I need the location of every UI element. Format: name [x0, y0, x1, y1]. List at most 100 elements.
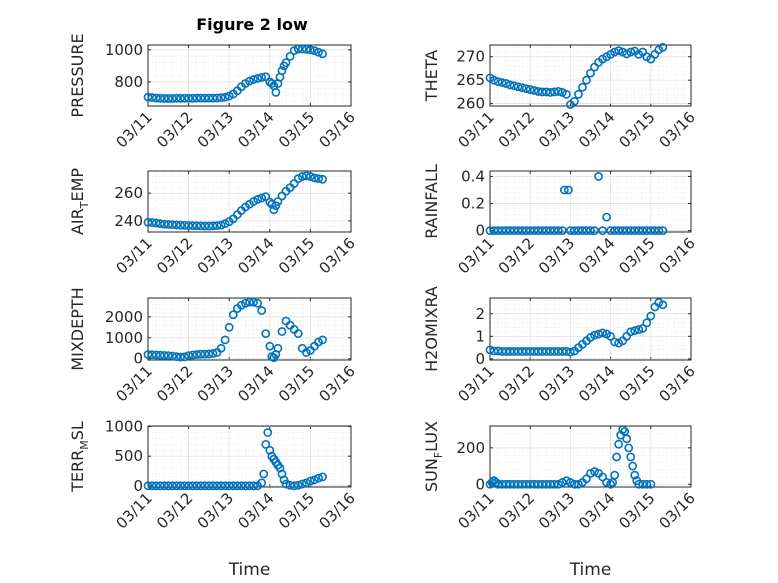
- y-axis-label: TERRMSL: [68, 421, 91, 493]
- data-point: [638, 479, 648, 489]
- data-point: [598, 328, 607, 338]
- x-tick-label: 03/16: [316, 362, 359, 405]
- data-point: [196, 93, 206, 103]
- data-point: [485, 226, 495, 236]
- y-axis-label: THETA: [422, 50, 441, 102]
- x-tick-label: 03/16: [656, 108, 699, 151]
- data-point: [557, 347, 567, 356]
- data-point: [549, 87, 559, 97]
- y-axis-label: AIRTEMP: [68, 168, 91, 235]
- y-tick-label: 2: [475, 305, 485, 323]
- data-point: [163, 219, 173, 229]
- data-point: [236, 481, 246, 491]
- x-tick-label: 03/14: [234, 362, 277, 405]
- data-point: [545, 347, 555, 356]
- data-point: [155, 481, 165, 491]
- x-tick-label: 03/14: [234, 108, 277, 151]
- data-point: [622, 226, 632, 236]
- data-point: [180, 93, 189, 103]
- data-point: [606, 331, 615, 341]
- data-point: [614, 46, 624, 56]
- data-point: [646, 479, 656, 489]
- data-point: [314, 174, 323, 184]
- data-point: [318, 335, 327, 345]
- data-point: [273, 343, 283, 353]
- data-point: [196, 349, 206, 359]
- data-point: [501, 226, 511, 236]
- data-point: [549, 226, 559, 236]
- data-point: [159, 481, 169, 491]
- data-point: [314, 473, 323, 483]
- data-point: [184, 481, 193, 491]
- data-point: [566, 347, 575, 357]
- x-tick-label: 03/11: [113, 234, 156, 277]
- data-point: [533, 226, 543, 236]
- x-tick-label: 03/11: [455, 489, 498, 532]
- data-point: [314, 47, 323, 57]
- data-point: [525, 347, 535, 356]
- data-point: [249, 481, 258, 491]
- x-tick-label: 03/13: [535, 489, 578, 532]
- data-point: [143, 217, 153, 227]
- y-tick-label: 0: [475, 475, 485, 493]
- x-tick-label: 03/15: [615, 108, 658, 151]
- data-point: [305, 172, 315, 181]
- data-point: [318, 174, 327, 184]
- data-point: [147, 481, 157, 491]
- data-point: [188, 221, 198, 231]
- data-point: [200, 221, 210, 231]
- data-point: [176, 481, 185, 491]
- data-point: [249, 297, 258, 307]
- data-point: [561, 89, 571, 99]
- axes-frame: [489, 297, 692, 361]
- data-point: [529, 86, 539, 95]
- data-point: [622, 434, 632, 444]
- data-point: [630, 470, 640, 480]
- data-point: [228, 310, 238, 320]
- data-point: [493, 479, 503, 489]
- y-tick-label: 2000: [105, 308, 143, 326]
- data-point: [553, 87, 563, 96]
- x-tick-label: 03/16: [316, 489, 359, 532]
- data-point: [493, 226, 503, 236]
- data-point: [626, 226, 636, 236]
- data-point: [513, 479, 523, 489]
- data-point: [172, 220, 181, 230]
- data-point: [212, 93, 222, 103]
- data-point: [293, 480, 303, 490]
- data-point: [626, 47, 636, 57]
- y-tick-label: 0: [475, 350, 485, 368]
- y-tick-label: 265: [456, 71, 485, 89]
- data-point: [305, 476, 315, 486]
- data-point: [277, 327, 287, 336]
- data-point: [216, 343, 226, 353]
- data-point: [557, 226, 567, 236]
- x-axis-label: Time: [228, 560, 271, 580]
- data-point: [263, 428, 273, 437]
- data-point: [513, 347, 523, 356]
- data-point: [533, 479, 543, 489]
- data-point: [289, 46, 299, 56]
- data-point: [485, 345, 495, 355]
- data-point: [646, 226, 656, 236]
- data-point: [220, 92, 230, 102]
- data-point: [614, 439, 624, 449]
- data-point: [269, 205, 279, 215]
- data-point: [590, 226, 599, 236]
- data-point: [271, 201, 281, 211]
- data-point: [618, 425, 628, 435]
- data-point: [249, 75, 258, 84]
- data-point: [176, 352, 185, 362]
- data-point: [147, 218, 157, 227]
- data-point: [241, 481, 250, 491]
- data-point: [642, 226, 652, 236]
- data-point: [301, 171, 311, 181]
- x-tick-label: 03/13: [535, 234, 578, 277]
- data-point: [638, 226, 648, 236]
- data-point: [578, 226, 587, 236]
- data-point: [606, 226, 615, 236]
- x-tick-label: 03/12: [495, 108, 538, 151]
